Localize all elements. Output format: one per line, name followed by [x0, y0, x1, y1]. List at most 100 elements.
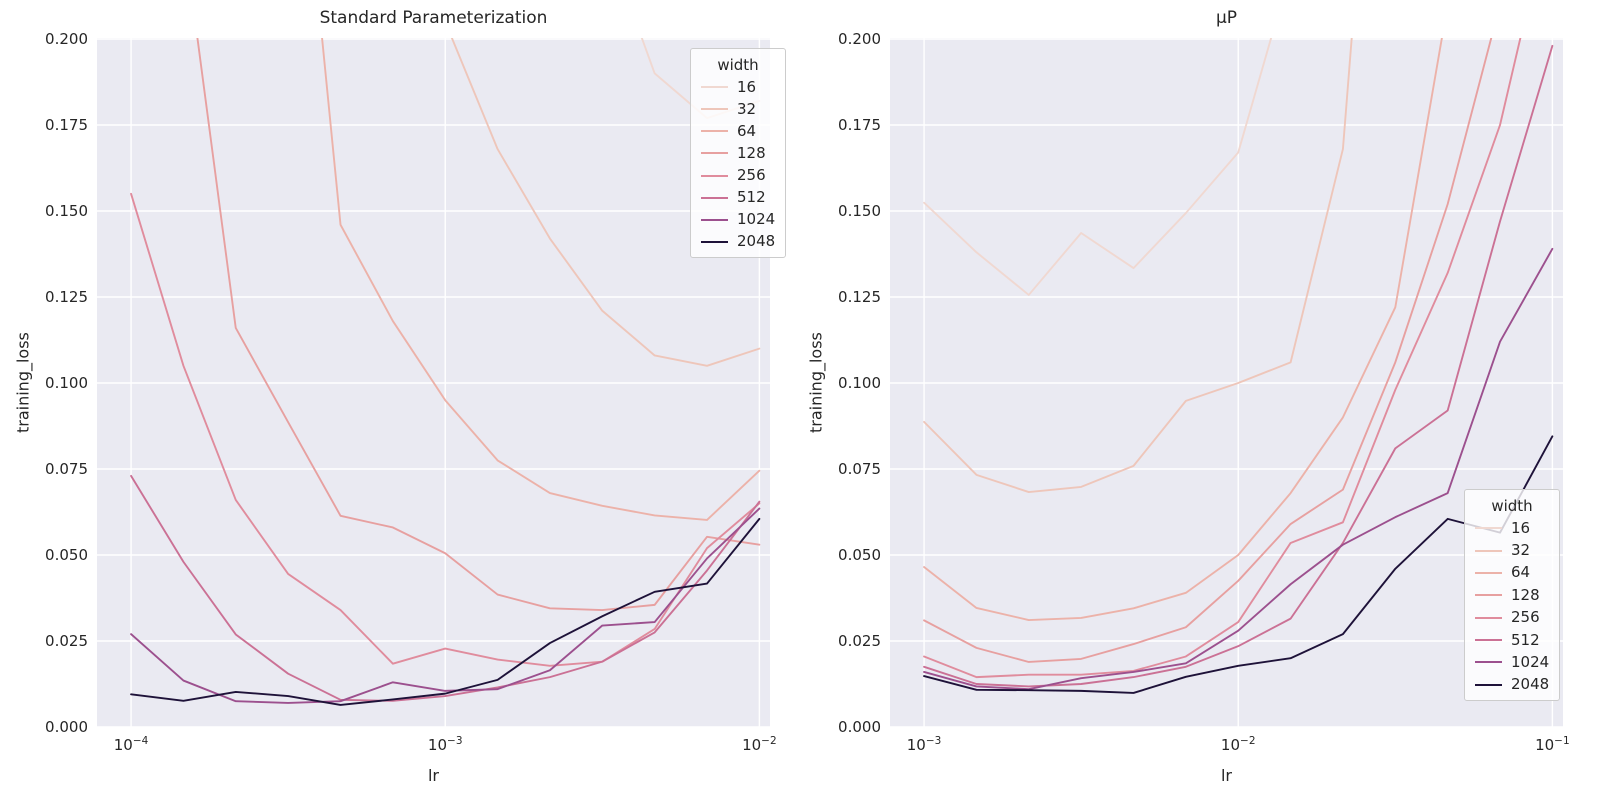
legend-entry: 2048 [701, 231, 775, 253]
gridlines [97, 38, 770, 727]
legend-line-swatch [701, 174, 728, 177]
series-line-width-2048 [923, 435, 1554, 694]
y-tick-label: 0.150 [45, 202, 88, 220]
legend-entry: 1024 [701, 209, 775, 231]
chart-mup: µP training_loss lr 0.000 0.025 0.050 0.075… [807, 8, 1570, 785]
y-tick-label: 0.100 [838, 374, 881, 392]
y-tick-label: 0.050 [838, 546, 881, 564]
x-tick-label: 10−2 [742, 735, 777, 754]
x-tick-label: 10−3 [427, 735, 463, 754]
series-line-width-16 [923, 38, 1273, 296]
legend-entry: 32 [1475, 539, 1549, 561]
plot-area [97, 38, 770, 727]
legend-entry: 512 [701, 187, 775, 209]
legend-entry-label: 2048 [1511, 675, 1550, 694]
legend-line-swatch [701, 152, 728, 155]
legend-entry-label: 512 [737, 188, 766, 207]
x-tick-label: 10−2 [1220, 735, 1256, 754]
series-line-width-64 [923, 38, 1443, 621]
series-line-width-512 [130, 474, 761, 702]
series-line-width-128 [196, 38, 761, 611]
y-tick-label: 0.175 [45, 116, 88, 134]
y-tick-label: 0.150 [838, 202, 881, 220]
legend-entry-label: 512 [1511, 630, 1540, 649]
legend-line-swatch [1475, 571, 1502, 574]
legend: width 16 32 64 128 256 512 1024 2048 [690, 48, 786, 258]
legend-entry-label: 256 [737, 166, 766, 185]
x-axis-label: lr [427, 766, 440, 785]
y-tick-label: 0.000 [838, 718, 881, 736]
legend-entry: 256 [1475, 607, 1549, 629]
legend-line-swatch [701, 130, 728, 133]
series-line-width-1024 [130, 507, 761, 704]
legend-entry-label: 16 [1511, 518, 1531, 537]
legend-line-swatch [1475, 594, 1502, 597]
legend-entry-label: 128 [737, 143, 766, 162]
y-tick-label: 0.175 [838, 116, 881, 134]
series-line-width-32 [450, 38, 761, 367]
legend-title: width [1491, 497, 1533, 515]
legend-entry: 2048 [1475, 674, 1549, 696]
series-line-width-64 [321, 38, 761, 521]
chart-title: Standard Parameterization [319, 8, 548, 28]
legend-entry: 16 [701, 76, 775, 98]
legend-line-swatch [1475, 683, 1502, 686]
y-tick-label: 0.025 [45, 632, 88, 650]
series-line-width-1024 [923, 247, 1554, 691]
x-axis-label: lr [1220, 766, 1233, 785]
y-tick-label: 0.075 [838, 460, 881, 478]
legend-entry-label: 16 [737, 77, 757, 96]
series-line-width-16 [640, 38, 761, 120]
legend-entry-label: 256 [1511, 608, 1540, 627]
y-tick-label: 0.000 [45, 718, 88, 736]
y-tick-label: 0.025 [838, 632, 881, 650]
y-tick-label: 0.200 [838, 30, 881, 48]
legend-entry: 1024 [1475, 651, 1549, 673]
series-line-width-512 [923, 44, 1554, 688]
legend-line-swatch [1475, 661, 1502, 664]
chart-standard-parameterization: Standard Parameterization training_loss … [14, 8, 786, 785]
y-tick-label: 0.075 [45, 460, 88, 478]
legend-line-swatch [701, 86, 728, 89]
legend-entry-label: 1024 [737, 210, 776, 229]
y-tick-label: 0.125 [45, 288, 88, 306]
y-tick-label: 0.200 [45, 30, 88, 48]
legend-line-swatch [701, 218, 728, 221]
chart-title: µP [1215, 8, 1238, 28]
legend-entry: 64 [1475, 562, 1549, 584]
legend-line-swatch [701, 240, 728, 243]
legend-entry-label: 32 [1511, 541, 1531, 560]
legend-line-swatch [701, 108, 728, 111]
series-line-width-128 [923, 38, 1493, 663]
legend-line-swatch [1475, 549, 1502, 552]
x-tick-label: 10−3 [906, 735, 942, 754]
legend-entry-label: 32 [737, 99, 757, 118]
legend-entry-label: 64 [737, 121, 757, 140]
y-tick-label: 0.100 [45, 374, 88, 392]
series-line-width-256 [923, 38, 1522, 679]
x-tick-label: 10−1 [1535, 735, 1570, 754]
x-tick-label: 10−4 [113, 735, 149, 754]
legend-entry-label: 1024 [1511, 652, 1550, 671]
legend: width 16 32 64 128 256 512 1024 2048 [1464, 489, 1560, 701]
plot-area [890, 38, 1563, 727]
series-line-width-256 [130, 192, 761, 667]
legend-line-swatch [1475, 639, 1502, 642]
legend-entry: 512 [1475, 629, 1549, 651]
series-line-width-2048 [130, 517, 761, 706]
legend-title: width [717, 56, 759, 74]
legend-line-swatch [1475, 527, 1502, 530]
legend-entry-label: 2048 [737, 232, 776, 251]
legend-entry: 16 [1475, 517, 1549, 539]
y-tick-label: 0.125 [838, 288, 881, 306]
legend-entry-label: 128 [1511, 585, 1540, 604]
legend-entry: 128 [1475, 584, 1549, 606]
legend-line-swatch [1475, 616, 1502, 619]
legend-entry: 256 [701, 165, 775, 187]
legend-entry: 32 [701, 98, 775, 120]
legend-entry: 64 [701, 120, 775, 142]
y-tick-label: 0.050 [45, 546, 88, 564]
legend-entry: 128 [701, 142, 775, 164]
legend-line-swatch [701, 196, 728, 199]
